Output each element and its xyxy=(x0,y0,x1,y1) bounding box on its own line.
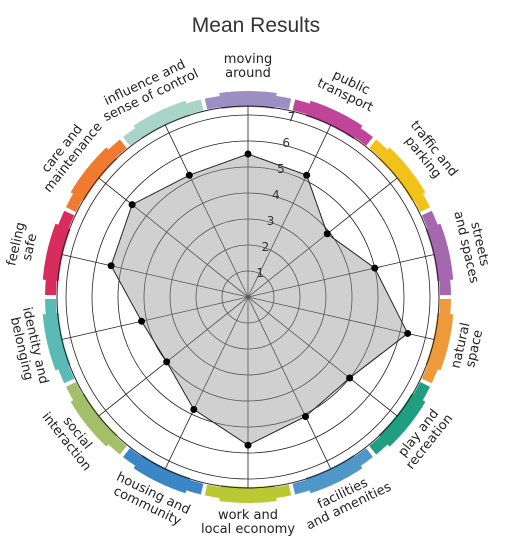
data-point xyxy=(185,171,193,179)
spoke xyxy=(164,296,249,470)
tick-label: 3 xyxy=(267,214,275,228)
data-point xyxy=(163,358,171,366)
spoke xyxy=(247,296,332,470)
ring-segment xyxy=(42,210,75,296)
chart-title: Mean Results xyxy=(191,14,321,37)
data-area xyxy=(107,150,412,449)
spoke xyxy=(98,177,249,298)
ring-segment xyxy=(292,448,373,495)
data-point xyxy=(107,262,115,270)
ring-segment xyxy=(421,298,454,384)
spoke xyxy=(247,177,398,298)
ring-segment xyxy=(65,382,127,455)
data-point xyxy=(244,150,252,158)
tick-label: 1 xyxy=(256,266,264,280)
ring-segment xyxy=(123,99,204,146)
spoke xyxy=(164,124,249,298)
data-point xyxy=(128,201,136,209)
ring-segment xyxy=(204,484,292,504)
category-label-line: work and xyxy=(218,508,278,523)
data-point xyxy=(346,374,354,382)
data-point xyxy=(302,412,310,420)
data-point xyxy=(190,405,198,413)
spoke xyxy=(247,124,332,298)
category-label-line: safe xyxy=(20,232,41,262)
data-point xyxy=(244,441,252,449)
tick-label: 2 xyxy=(262,240,270,254)
ring-segment xyxy=(369,139,431,212)
ring-segment xyxy=(42,298,75,384)
category-label-line: local economy xyxy=(201,522,295,537)
spoke xyxy=(61,296,249,340)
spoke xyxy=(247,296,435,340)
spoke xyxy=(98,296,249,417)
grid xyxy=(56,105,440,489)
spoke xyxy=(247,254,435,298)
tick-label: 7 xyxy=(288,110,296,124)
tick-label: 4 xyxy=(272,188,280,202)
ring-segment xyxy=(123,448,204,495)
category-label-line: around xyxy=(225,66,271,81)
tick-label: 5 xyxy=(277,162,285,176)
data-point xyxy=(138,317,146,325)
data-point xyxy=(404,329,412,337)
category-label-line: moving xyxy=(224,52,272,67)
color-ring xyxy=(42,90,454,504)
ring-segment xyxy=(421,210,454,296)
ring-segment xyxy=(65,139,127,212)
data-polygon xyxy=(110,153,409,446)
tick-label: 6 xyxy=(282,136,290,150)
data-point xyxy=(303,171,311,179)
ring-segment xyxy=(204,90,292,110)
spoke xyxy=(61,254,249,298)
data-point xyxy=(323,230,331,238)
radial-ticks: 1 2 3 4 5 6 7 xyxy=(256,110,295,280)
spoke xyxy=(247,296,398,417)
ring-segment xyxy=(292,99,373,146)
data-point xyxy=(371,264,379,272)
ring-segment xyxy=(369,382,431,455)
